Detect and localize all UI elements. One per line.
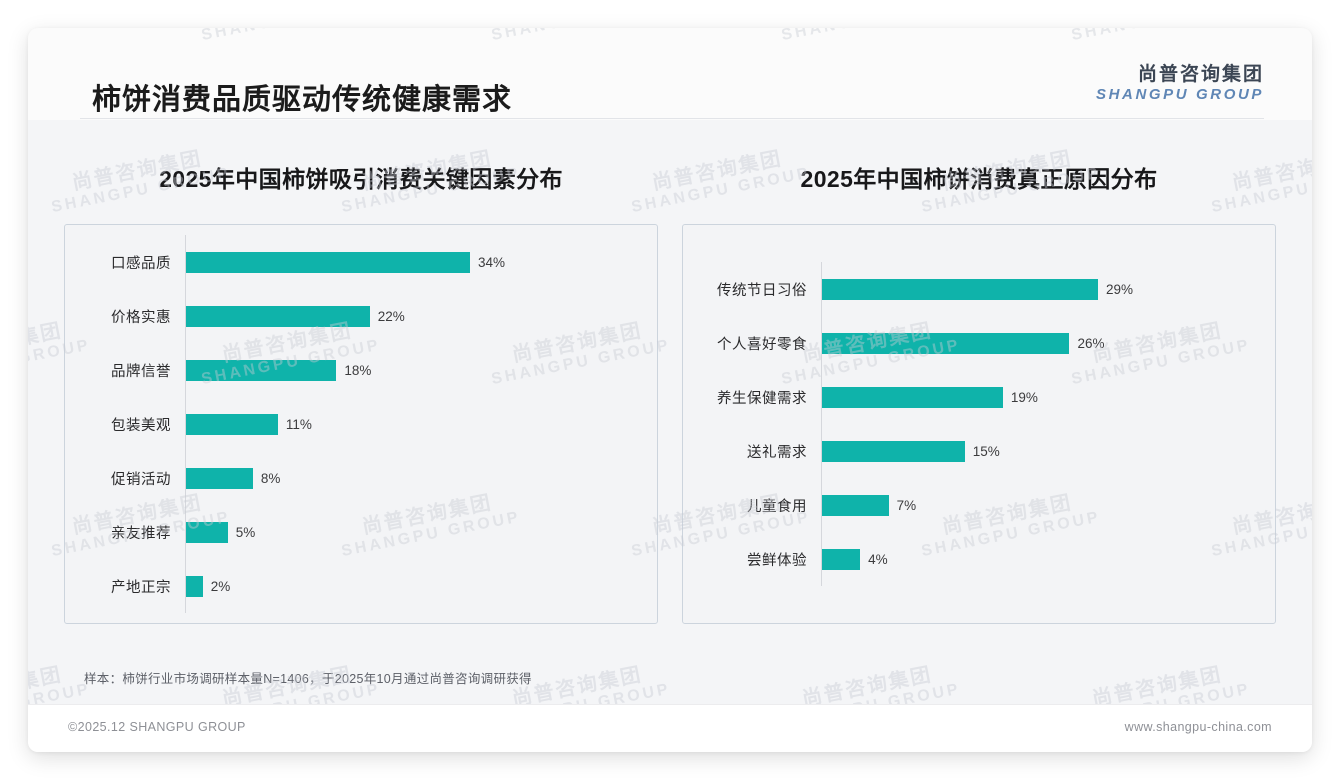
bar-value-label: 29% (1106, 281, 1134, 297)
bar[interactable] (186, 575, 203, 597)
chart-title-right: 2025年中国柿饼消费真正原因分布 (800, 166, 1158, 192)
bar-value-label: 26% (1077, 335, 1105, 351)
bar-axis-track: 18% (185, 343, 643, 397)
bar-axis-track: 15% (821, 424, 1261, 478)
chart-panel-left: 口感品质 34% 价格实惠 22% 品牌信誉 18% 包装美观 11% 促销活动 8% 亲友推荐 5%… (64, 224, 658, 624)
page-title: 柿饼消费品质驱动传统健康需求 (92, 84, 513, 116)
bar-row: 儿童食用 7% (683, 478, 1261, 532)
bar[interactable] (822, 440, 965, 462)
bar-value-label: 5% (235, 524, 256, 540)
bar[interactable] (186, 359, 337, 381)
bar-row: 促销活动 8% (65, 451, 643, 505)
bar-category-label: 个人喜好零食 (717, 336, 807, 353)
bar-row: 养生保健需求 19% (683, 370, 1261, 424)
bar[interactable] (186, 521, 228, 543)
bar-axis-track: 2% (185, 559, 643, 613)
bar-category-label: 口感品质 (111, 255, 171, 272)
slide-header: 柿饼消费品质驱动传统健康需求 尚普咨询集团 SHANGPU GROUP (28, 28, 1312, 120)
bar-category-label: 促销活动 (111, 471, 171, 488)
bar-value-label: 34% (478, 254, 506, 270)
bar-row: 价格实惠 22% (65, 289, 643, 343)
bar-value-label: 7% (896, 497, 917, 513)
bar-row: 亲友推荐 5% (65, 505, 643, 559)
header-divider (80, 118, 1264, 119)
bar-category-label: 儿童食用 (747, 498, 807, 515)
website-url[interactable]: www.shangpu-china.com (1124, 720, 1272, 734)
chart-block-left: 2025年中国柿饼吸引消费关键因素分布 口感品质 34% 价格实惠 22% 品牌信誉 18… (64, 160, 658, 704)
charts-row: 2025年中国柿饼吸引消费关键因素分布 口感品质 34% 价格实惠 22% 品牌信誉 18… (28, 120, 1312, 704)
bar[interactable] (822, 548, 861, 570)
bar-value-label: 18% (344, 362, 372, 378)
bar-axis-track: 7% (821, 478, 1261, 532)
bar-row: 口感品质 34% (65, 235, 643, 289)
bar-category-label: 送礼需求 (747, 444, 807, 461)
brand-logo: 尚普咨询集团 SHANGPU GROUP (1096, 64, 1264, 104)
bar-axis-track: 19% (821, 370, 1261, 424)
bar-row: 传统节日习俗 29% (683, 262, 1261, 316)
bar-category-label: 亲友推荐 (111, 525, 171, 542)
bar-category-label: 包装美观 (111, 417, 171, 434)
bar-category-label: 产地正宗 (111, 579, 171, 596)
sample-footnote: 样本：柿饼行业市场调研样本量N=1406，于2025年10月通过尚普咨询调研获得 (84, 672, 532, 686)
bar-value-label: 2% (210, 578, 231, 594)
bar-row: 送礼需求 15% (683, 424, 1261, 478)
bar-axis-track: 4% (821, 532, 1261, 586)
bar-row: 品牌信誉 18% (65, 343, 643, 397)
bar-value-label: 8% (260, 470, 281, 486)
brand-name-en: SHANGPU GROUP (1096, 86, 1264, 104)
bar-axis-track: 8% (185, 451, 643, 505)
slide-card: 尚普咨询集团 SHANGPU GROUP 尚普咨询集团 SHANGPU GROUP 尚普… (28, 28, 1312, 752)
bar[interactable] (186, 467, 253, 489)
bar[interactable] (822, 494, 889, 516)
bar-category-label: 品牌信誉 (111, 363, 171, 380)
bar-axis-track: 29% (821, 262, 1261, 316)
bar[interactable] (822, 278, 1098, 300)
chart-panel-right: 传统节日习俗 29% 个人喜好零食 26% 养生保健需求 19% 送礼需求 15% 儿童食用 7%… (682, 224, 1276, 624)
bar-category-label: 养生保健需求 (717, 390, 807, 407)
bar[interactable] (186, 413, 278, 435)
footnote-wrap: 样本：柿饼行业市场调研样本量N=1406，于2025年10月通过尚普咨询调研获得 (64, 668, 1276, 688)
copyright-text: ©2025.12 SHANGPU GROUP (68, 720, 246, 734)
chart-block-right: 2025年中国柿饼消费真正原因分布 传统节日习俗 29% 个人喜好零食 26% 养生保健… (682, 160, 1276, 704)
bar-chart-right: 传统节日习俗 29% 个人喜好零食 26% 养生保健需求 19% 送礼需求 15% 儿童食用 7%… (683, 225, 1275, 623)
bar-category-label: 传统节日习俗 (717, 282, 807, 299)
bar-axis-track: 26% (821, 316, 1261, 370)
bar[interactable] (822, 386, 1003, 408)
bar-chart-left: 口感品质 34% 价格实惠 22% 品牌信誉 18% 包装美观 11% 促销活动 8% 亲友推荐 5%… (65, 225, 657, 623)
bar-axis-track: 5% (185, 505, 643, 559)
bar-axis-track: 22% (185, 289, 643, 343)
bar-axis-track: 34% (185, 235, 643, 289)
slide-footer: ©2025.12 SHANGPU GROUP www.shangpu-china… (28, 704, 1312, 752)
brand-name-cn: 尚普咨询集团 (1137, 64, 1264, 85)
bar[interactable] (822, 332, 1070, 354)
bar-row: 尝鲜体验 4% (683, 532, 1261, 586)
bar-value-label: 4% (868, 551, 888, 567)
bar-value-label: 22% (377, 308, 405, 324)
bar[interactable] (186, 251, 470, 273)
bar-category-label: 价格实惠 (111, 309, 171, 326)
chart-title-left: 2025年中国柿饼吸引消费关键因素分布 (159, 166, 563, 192)
footer-divider (28, 704, 1312, 705)
bar-row: 产地正宗 2% (65, 559, 643, 613)
bar-row: 个人喜好零食 26% (683, 316, 1261, 370)
bar-value-label: 15% (972, 443, 1000, 459)
bar-value-label: 11% (285, 416, 312, 432)
bar-value-label: 19% (1010, 389, 1038, 405)
bar-axis-track: 11% (185, 397, 643, 451)
bar-row: 包装美观 11% (65, 397, 643, 451)
bar-category-label: 尝鲜体验 (747, 552, 807, 569)
bar[interactable] (186, 305, 370, 327)
slide-body: 2025年中国柿饼吸引消费关键因素分布 口感品质 34% 价格实惠 22% 品牌信誉 18… (28, 120, 1312, 704)
